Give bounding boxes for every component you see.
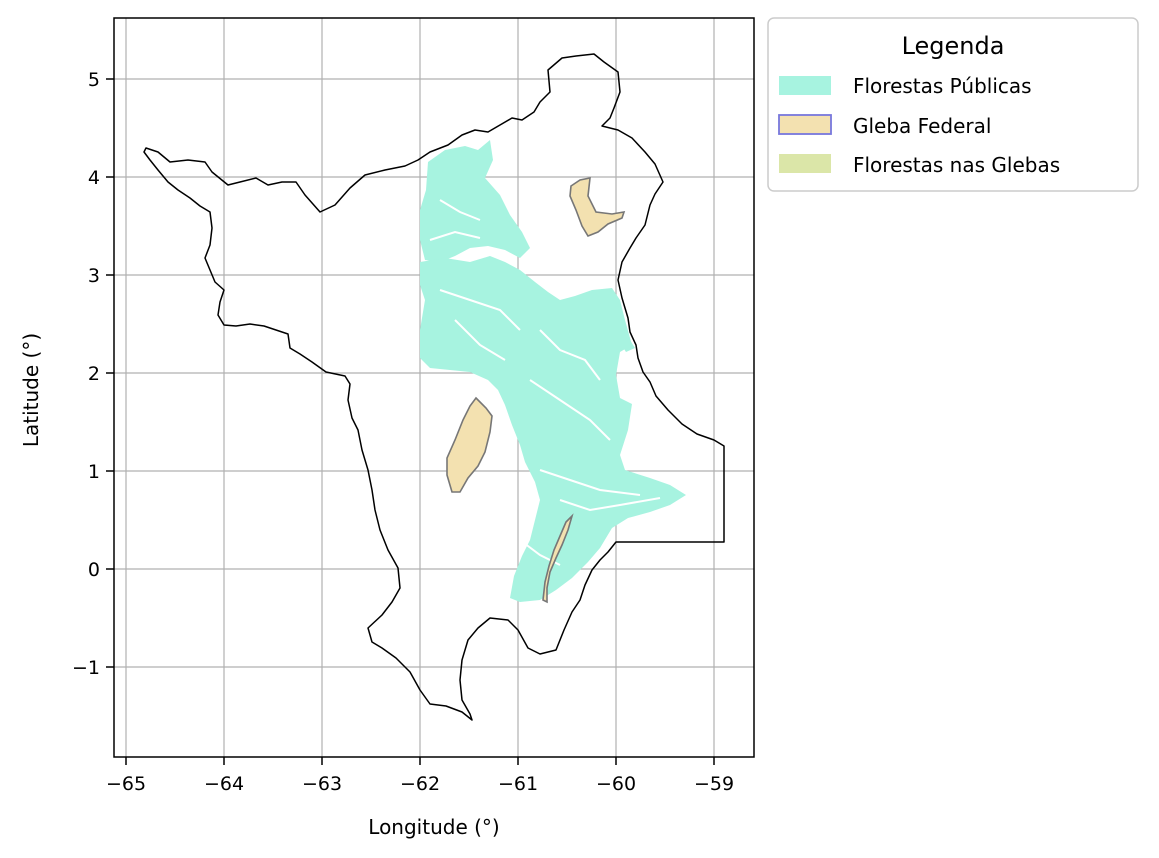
- forest-clearings: [429, 199, 661, 566]
- forest-small-patch: [478, 205, 510, 232]
- y-tick-label: 4: [88, 167, 100, 189]
- clearing-4: [539, 469, 641, 496]
- legend-swatch-gleba-federal: [778, 114, 832, 135]
- y-tick-label: 3: [88, 265, 100, 287]
- forest-northwest-block: [420, 140, 530, 262]
- x-tick-label: −61: [498, 773, 538, 795]
- x-axis: [125, 757, 715, 765]
- clearing-3: [529, 379, 611, 441]
- y-axis-label: Latitude (°): [19, 333, 43, 447]
- x-tick-label: −64: [204, 773, 244, 795]
- gleba-south: [542, 513, 574, 604]
- y-axis: [106, 78, 114, 668]
- y-tick-label: 5: [88, 69, 100, 91]
- grid-lines: [114, 18, 754, 757]
- y-tick-label: −1: [72, 657, 100, 679]
- plot-area-frame: [113, 17, 755, 758]
- x-tick-label: −63: [302, 773, 342, 795]
- x-tick-label: −62: [400, 773, 440, 795]
- gleba-central: [446, 396, 493, 493]
- clearing-2: [454, 319, 506, 361]
- x-axis-label: Longitude (°): [368, 815, 499, 839]
- x-tick-label: −59: [694, 773, 734, 795]
- legend-frame: [767, 17, 1139, 192]
- y-tick-label: 0: [88, 559, 100, 581]
- clearing-6: [539, 329, 601, 381]
- legend-swatch-florestas-nas-glebas: [779, 154, 831, 173]
- gleba-federal-layer: [446, 177, 626, 604]
- x-tick-label: −60: [596, 773, 636, 795]
- clearing-9: [429, 230, 481, 241]
- forest-east-strip: [600, 298, 635, 352]
- legend-label-florestas-publicas: Florestas Públicas: [853, 74, 1032, 98]
- legend-label-gleba-federal: Gleba Federal: [853, 114, 991, 138]
- y-tick-label: 1: [88, 461, 100, 483]
- x-tick-label: −65: [106, 773, 146, 795]
- legend-title: Legenda: [902, 32, 1005, 60]
- legend-swatch-florestas-publicas: [779, 76, 831, 95]
- state-outline: [143, 53, 725, 721]
- y-tick-label: 2: [88, 363, 100, 385]
- gleba-north: [569, 177, 626, 237]
- legend-label-florestas-nas-glebas: Florestas nas Glebas: [853, 153, 1060, 177]
- legend: Legenda Florestas Públicas Gleba Federal…: [767, 17, 1139, 192]
- clearing-8: [439, 199, 481, 221]
- clearing-1: [439, 289, 521, 331]
- public-forests-layer: [420, 140, 686, 602]
- clearing-5: [559, 497, 661, 512]
- forest-central-block: [420, 256, 686, 602]
